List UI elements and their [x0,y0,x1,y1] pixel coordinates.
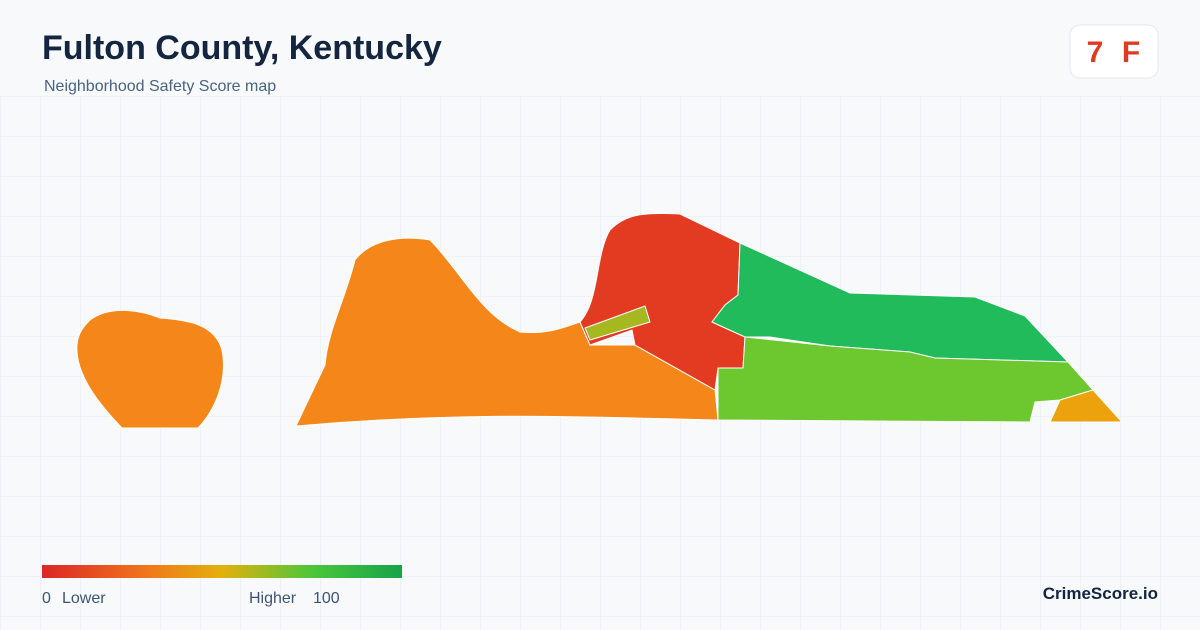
legend-min-label: Lower [62,590,106,607]
score-grade: F [1122,36,1140,69]
map [76,212,1124,429]
subtitle: Neighborhood Safety Score map [44,78,276,95]
score-value: 7 [1087,36,1104,69]
region [1049,389,1124,423]
region [584,305,651,341]
brand: CrimeScore.io [1043,584,1158,603]
legend-max: 100 [313,590,340,607]
region [76,309,224,429]
score-badge [1069,24,1159,79]
legend-scale [42,565,402,578]
title: Fulton County, Kentucky [42,29,442,67]
region [295,237,719,427]
legend-min: 0 [42,590,51,607]
legend-max-label: Higher [249,590,297,607]
